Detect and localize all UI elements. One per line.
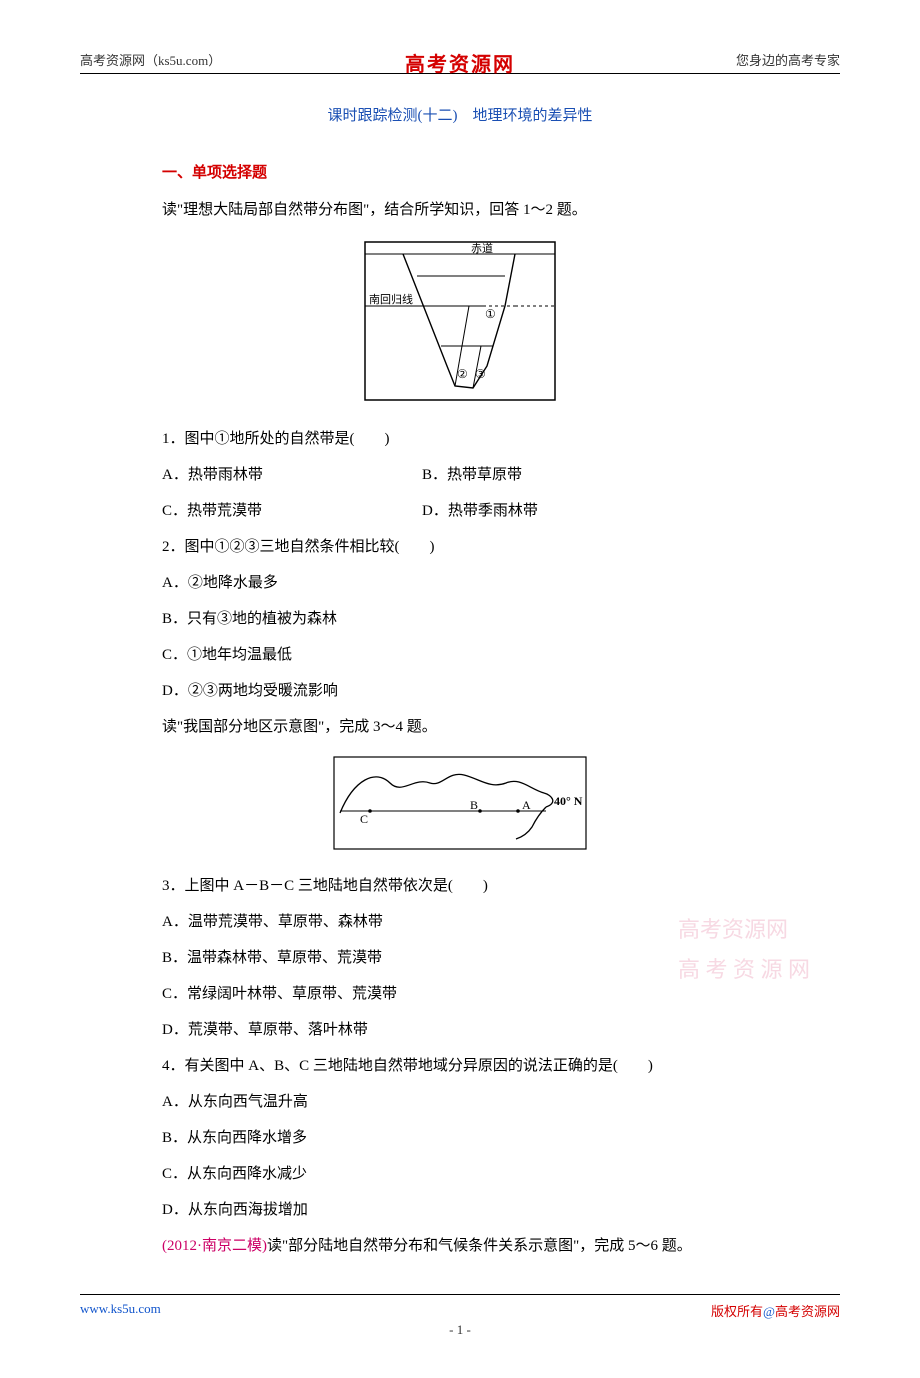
fig1-mark-1: ① [485, 307, 496, 321]
ideal-continent-svg: 赤道 南回归线 ① ② ③ [355, 236, 565, 406]
site-logo-text: 高考资源网 [405, 54, 515, 76]
q2-opt-d: D．②③两地均受暖流影响 [162, 673, 820, 709]
q3-stem: 3．上图中 A－B－C 三地陆地自然带依次是( ) [162, 868, 820, 904]
fig1-mark-3: ③ [475, 367, 486, 381]
q1-opt-d: D．热带季雨林带 [422, 493, 682, 529]
section-heading: 一、单项选择题 [162, 161, 840, 182]
china-region-svg: 40° N A B C [330, 753, 590, 853]
q2-stem: 2．图中①②③三地自然条件相比较( ) [162, 529, 820, 565]
footer-url: www.ks5u.com [80, 1301, 161, 1320]
q1-row-cd: C．热带荒漠带 D．热带季雨林带 [162, 493, 840, 529]
q3-opt-c: C．常绿阔叶林带、草原带、荒漠带 [162, 976, 820, 1012]
fig2-label-b: B [470, 798, 478, 812]
figure-2: 40° N A B C [80, 753, 840, 858]
figure-1: 赤道 南回归线 ① ② ③ [80, 236, 840, 411]
footer-copyright: 版权所有@高考资源网 [711, 1301, 840, 1320]
footer-suffix: 高考资源网 [775, 1304, 840, 1319]
q1-stem: 1．图中①地所处的自然带是( ) [162, 421, 820, 457]
intro-1: 读"理想大陆局部自然带分布图"，结合所学知识，回答 1～2 题。 [162, 192, 820, 228]
header-left: 高考资源网（ks5u.com） [80, 50, 221, 69]
intro-2: 读"我国部分地区示意图"，完成 3～4 题。 [162, 709, 820, 745]
fig1-equator-label: 赤道 [471, 241, 493, 255]
q4-opt-c: C．从东向西降水减少 [162, 1156, 820, 1192]
q1-row-ab: A．热带雨林带 B．热带草原带 [162, 457, 840, 493]
intro-3-source: (2012·南京二模) [162, 1238, 267, 1254]
page-footer: www.ks5u.com 版权所有@高考资源网 [80, 1294, 840, 1320]
q2-opt-b: B．只有③地的植被为森林 [162, 601, 820, 637]
q4-opt-d: D．从东向西海拔增加 [162, 1192, 820, 1228]
q4-opt-b: B．从东向西降水增多 [162, 1120, 820, 1156]
fig1-mark-2: ② [457, 367, 468, 381]
q4-stem: 4．有关图中 A、B、C 三地陆地自然带地域分异原因的说法正确的是( ) [162, 1048, 820, 1084]
intro-3: (2012·南京二模)读"部分陆地自然带分布和气候条件关系示意图"，完成 5～6… [162, 1228, 820, 1264]
q2-opt-c: C．①地年均温最低 [162, 637, 820, 673]
intro-3-text: 读"部分陆地自然带分布和气候条件关系示意图"，完成 5～6 题。 [267, 1238, 692, 1254]
q1-opt-a: A．热带雨林带 [162, 457, 422, 493]
fig2-label-a: A [522, 798, 531, 812]
q3-opt-a: A．温带荒漠带、草原带、森林带 [162, 904, 820, 940]
q2-opt-a: A．②地降水最多 [162, 565, 820, 601]
q3-opt-b: B．温带森林带、草原带、荒漠带 [162, 940, 820, 976]
footer-at: @ [763, 1304, 775, 1319]
q3-opt-d: D．荒漠带、草原带、落叶林带 [162, 1012, 820, 1048]
fig2-label-c: C [360, 812, 368, 826]
fig2-lat-label: 40° N [554, 794, 583, 808]
doc-title: 课时跟踪检测(十二) 地理环境的差异性 [80, 104, 840, 125]
page-number: - 1 - [80, 1322, 840, 1338]
q1-opt-b: B．热带草原带 [422, 457, 682, 493]
header-right: 您身边的高考专家 [736, 50, 840, 69]
footer-prefix: 版权所有 [711, 1304, 763, 1319]
q1-opt-c: C．热带荒漠带 [162, 493, 422, 529]
header-center-logo: 高考资源网 [405, 48, 515, 77]
fig1-tropic-label: 南回归线 [369, 292, 413, 306]
q4-opt-a: A．从东向西气温升高 [162, 1084, 820, 1120]
